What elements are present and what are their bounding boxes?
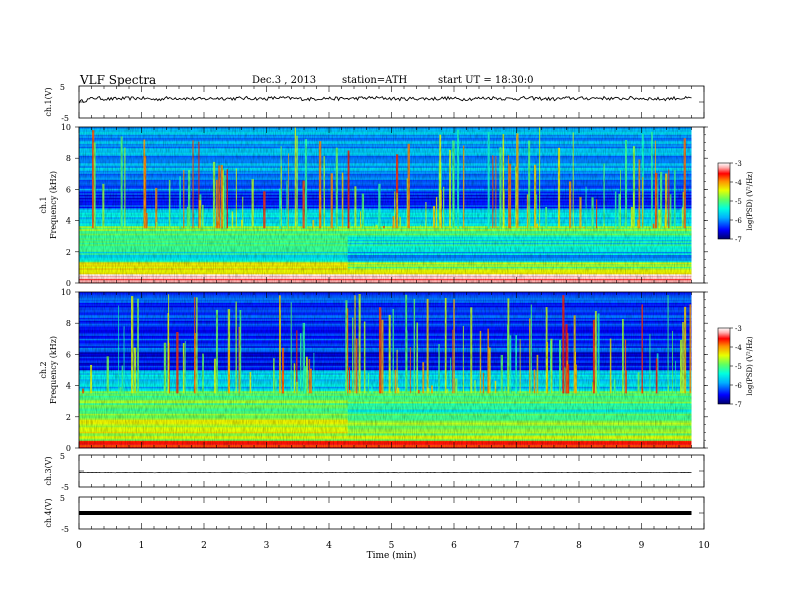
y-tick-label: 8 xyxy=(66,154,71,163)
y-tick-label: 4 xyxy=(66,217,71,226)
colorbar xyxy=(717,327,731,405)
y-tick-label: 5 xyxy=(60,494,65,503)
x-tick-label: 5 xyxy=(389,541,395,551)
y-tick-label: 10 xyxy=(61,288,71,297)
x-tick-label: 8 xyxy=(576,541,582,551)
no-data-strip xyxy=(691,292,704,448)
y-tick-label: 10 xyxy=(61,123,71,132)
spectrogram-texture xyxy=(79,127,692,283)
y-axis-label: ch.1(V) xyxy=(44,87,53,116)
colorbar-tick-label: -6 xyxy=(735,217,742,225)
station-label: station=ATH xyxy=(342,75,408,86)
y-tick-label: 0 xyxy=(66,279,71,288)
colorbar xyxy=(717,162,731,240)
colorbar-label: log(PSD) (V²/Hz) xyxy=(746,171,754,230)
y-tick-label: 5 xyxy=(60,452,65,461)
date-label: Dec.3 , 2013 xyxy=(252,75,317,86)
colorbar-tick-label: -3 xyxy=(735,325,742,333)
y-tick-label: -5 xyxy=(61,114,69,123)
ch2-spectrogram xyxy=(79,292,704,449)
y-axis-label: Frequency (kHz) xyxy=(49,171,58,239)
x-tick-label: 0 xyxy=(76,541,82,551)
y-axis-label: Frequency (kHz) xyxy=(49,336,58,404)
colorbar-tick-label: -3 xyxy=(735,160,742,168)
x-axis-label: Time (min) xyxy=(367,550,417,561)
x-tick-label: 10 xyxy=(698,541,710,551)
y-tick-label: 8 xyxy=(66,319,71,328)
start-time-label: start UT = 18:30:0 xyxy=(438,75,534,86)
colorbar-tick-label: -5 xyxy=(735,198,742,206)
y-tick-label: 6 xyxy=(66,185,71,194)
y-tick-label: 5 xyxy=(60,83,65,92)
channel-label: ch.1 xyxy=(39,196,48,213)
colorbar-tick-label: -7 xyxy=(735,236,742,244)
y-tick-label: 2 xyxy=(66,248,71,257)
y-tick-label: 2 xyxy=(66,413,71,422)
no-data-strip xyxy=(691,127,704,283)
figure-title: VLF Spectra xyxy=(80,73,157,87)
colorbar-tick-label: -4 xyxy=(735,344,742,352)
colorbar-tick-label: -4 xyxy=(735,179,742,187)
y-axis-label: ch.4(V) xyxy=(44,498,53,527)
y-tick-label: 4 xyxy=(66,382,71,391)
colorbar-tick-label: -5 xyxy=(735,363,742,371)
x-tick-label: 9 xyxy=(639,541,645,551)
ch1-waveform-trace xyxy=(78,95,692,104)
colorbar-label: log(PSD) (V²/Hz) xyxy=(746,336,754,395)
x-tick-label: 2 xyxy=(201,541,207,551)
x-tick-label: 4 xyxy=(326,541,332,551)
spectrogram-texture xyxy=(79,292,692,448)
y-tick-label: -5 xyxy=(61,525,69,534)
colorbar-tick-label: -7 xyxy=(735,401,742,409)
x-tick-label: 6 xyxy=(451,541,457,551)
channel-label: ch.2 xyxy=(39,361,48,378)
x-tick-label: 3 xyxy=(264,541,270,551)
y-tick-label: 6 xyxy=(66,350,71,359)
y-tick-label: -5 xyxy=(61,483,69,492)
x-tick-label: 7 xyxy=(514,541,520,551)
y-axis-label: ch.3(V) xyxy=(44,456,53,485)
colorbar-tick-label: -6 xyxy=(735,382,742,390)
x-tick-label: 1 xyxy=(139,541,145,551)
y-tick-label: 0 xyxy=(66,444,71,453)
ch1-spectrogram xyxy=(79,127,704,284)
